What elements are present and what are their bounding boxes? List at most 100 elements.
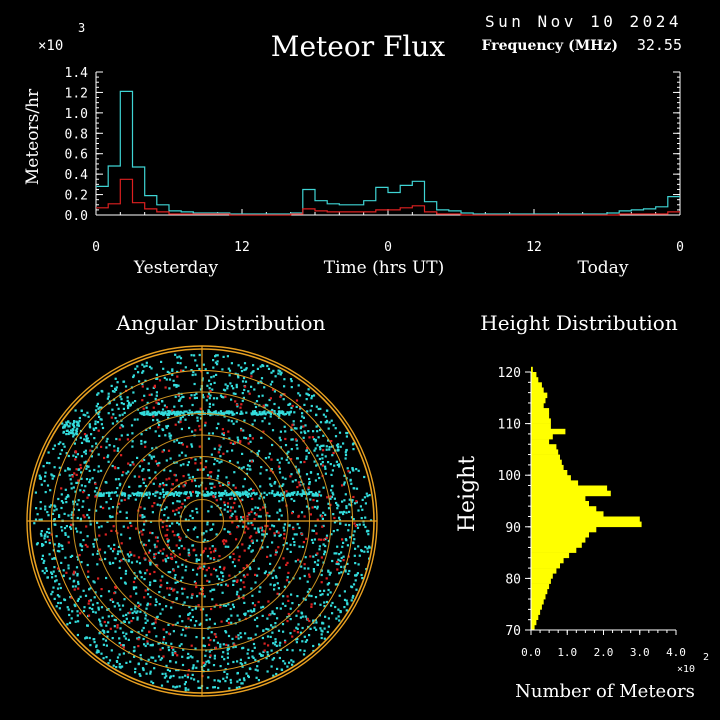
meteor-point — [188, 612, 192, 615]
meteor-point — [277, 518, 281, 521]
meteor-point — [99, 505, 102, 508]
height-bar — [531, 557, 564, 564]
meteor-streak-point — [220, 412, 223, 415]
meteor-point — [211, 388, 214, 391]
meteor-point — [46, 511, 49, 514]
height-y-tick-label: 120 — [498, 366, 521, 381]
meteor-point — [118, 642, 121, 645]
meteor-point — [141, 363, 144, 366]
meteor-point — [293, 499, 296, 502]
meteor-point — [303, 574, 306, 578]
meteor-point-red — [133, 554, 136, 557]
meteor-point — [93, 468, 96, 472]
meteor-point — [301, 489, 304, 492]
meteor-point-red — [235, 635, 238, 638]
meteor-point — [41, 569, 44, 573]
meteor-point — [301, 415, 304, 418]
meteor-point-red — [208, 471, 212, 474]
meteor-point — [257, 395, 260, 398]
height-x-exponent-base: ×10 — [677, 664, 695, 675]
meteor-point — [124, 637, 127, 640]
meteor-point — [243, 368, 246, 372]
meteor-point — [56, 594, 59, 597]
meteor-point-red — [182, 475, 185, 478]
meteor-point — [212, 403, 215, 406]
meteor-point — [347, 572, 350, 575]
meteor-point — [171, 369, 174, 372]
meteor-point — [315, 628, 318, 631]
meteor-point — [191, 673, 194, 676]
meteor-point — [260, 377, 264, 380]
meteor-point-red — [215, 499, 218, 502]
flux-y-tick-label: 1.4 — [65, 66, 89, 81]
meteor-point — [237, 364, 240, 367]
meteor-point — [71, 430, 74, 433]
meteor-streak-point — [141, 492, 144, 495]
meteor-point — [41, 543, 44, 546]
flux-y-tick-label: 0.0 — [65, 209, 88, 224]
meteor-point — [195, 560, 198, 563]
meteor-point-red — [129, 551, 132, 554]
meteor-point — [188, 409, 191, 412]
meteor-point — [174, 581, 177, 584]
meteor-point — [131, 432, 134, 435]
meteor-point — [160, 360, 163, 363]
meteor-point-red — [173, 555, 176, 558]
meteor-streak-point — [134, 492, 137, 495]
meteor-point — [332, 530, 335, 533]
meteor-point-red — [79, 466, 83, 469]
meteor-point-red — [60, 487, 63, 490]
meteor-streak-point — [213, 410, 216, 414]
meteor-point — [244, 437, 247, 440]
meteor-point — [324, 513, 327, 516]
meteor-streak-point — [166, 413, 169, 416]
meteor-point — [312, 430, 315, 433]
meteor-point — [84, 637, 87, 640]
meteor-point — [316, 454, 319, 457]
meteor-point-red — [177, 394, 180, 397]
meteor-point — [163, 376, 166, 379]
meteor-point-red — [215, 635, 218, 638]
meteor-streak-point — [156, 491, 159, 494]
meteor-point — [237, 637, 240, 640]
meteor-point — [216, 354, 219, 357]
meteor-point — [134, 367, 137, 370]
meteor-point — [215, 373, 218, 376]
meteor-point — [232, 660, 235, 664]
meteor-point — [229, 678, 232, 682]
meteor-point — [260, 436, 263, 439]
meteor-point — [319, 627, 322, 630]
meteor-point — [315, 413, 318, 417]
meteor-point — [357, 469, 360, 472]
meteor-point — [107, 615, 110, 618]
meteor-point — [246, 464, 250, 467]
meteor-point — [58, 607, 61, 610]
flux-y-tick-label: 0.6 — [65, 148, 88, 163]
meteor-point-red — [153, 556, 156, 559]
meteor-point — [50, 473, 53, 476]
meteor-streak-point — [286, 493, 289, 496]
meteor-point — [364, 516, 367, 519]
meteor-point — [274, 481, 277, 484]
meteor-point — [346, 603, 349, 606]
meteor-point-red — [161, 450, 164, 453]
meteor-point — [283, 378, 286, 381]
meteor-point — [122, 644, 125, 647]
height-bar — [531, 599, 544, 605]
meteor-point-red — [234, 486, 237, 489]
meteor-point — [34, 518, 38, 521]
meteor-point — [249, 614, 252, 618]
meteor-point — [154, 546, 157, 549]
meteor-point — [282, 483, 285, 486]
meteor-point — [206, 523, 209, 526]
meteor-point — [281, 499, 284, 502]
meteor-point — [89, 599, 92, 602]
meteor-streak-point — [250, 492, 253, 495]
meteor-point — [129, 660, 132, 663]
meteor-point — [190, 354, 193, 357]
meteor-point — [132, 617, 135, 620]
meteor-point — [118, 663, 121, 666]
meteor-streak-point — [241, 491, 244, 494]
meteor-point — [300, 612, 304, 615]
